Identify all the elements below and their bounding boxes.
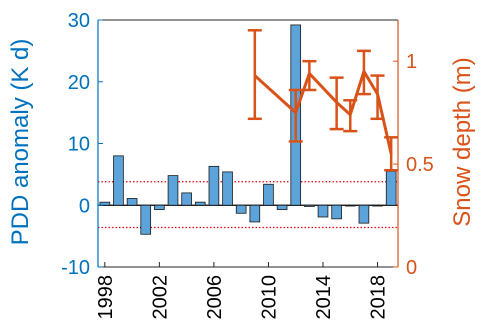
- bar-2000: [126, 198, 138, 206]
- tick-label-left-0: -10: [61, 257, 90, 279]
- bar-2007: [222, 171, 233, 206]
- bar-2018: [372, 204, 383, 207]
- plot-area: -10 0 10 20 30 0 0.5 1 1998 2002 2006 2010 2014 2018: [61, 10, 434, 320]
- tick-label-x-5: 2018: [368, 275, 390, 320]
- tick-label-x-4: 2014: [313, 275, 335, 320]
- bar-2014: [317, 204, 329, 218]
- tick-label-left-3: 20: [68, 72, 90, 94]
- tick-label-x-0: 1998: [95, 275, 117, 320]
- bar-2017: [358, 204, 370, 224]
- tick-label-right-1: 0.5: [406, 154, 434, 176]
- tick-label-x-3: 2010: [258, 275, 280, 320]
- tick-label-x-1: 2002: [149, 275, 171, 320]
- bar-2005: [194, 201, 206, 206]
- y-axis-label-left: PDD anomaly (K d): [7, 39, 34, 246]
- bar-2019: [385, 170, 397, 206]
- tick-label-right-0: 0: [406, 257, 417, 279]
- bar-2006: [208, 165, 220, 206]
- bar-1999: [113, 155, 124, 206]
- tick-label-right-2: 1: [406, 51, 417, 73]
- tick-label-left-2: 10: [68, 134, 90, 156]
- tick-label-x-2: 2006: [204, 275, 226, 320]
- bar-2003: [167, 175, 179, 206]
- bar-2004: [181, 192, 192, 206]
- bar-2016: [344, 204, 356, 207]
- bar-2009: [249, 204, 261, 223]
- tick-label-left-1: 0: [79, 195, 90, 217]
- bar-2002: [154, 204, 165, 210]
- bar-2013: [304, 204, 315, 207]
- bar-2011: [276, 204, 288, 210]
- bar-2001: [140, 204, 152, 235]
- bar-2008: [235, 204, 247, 214]
- bar-2015: [331, 204, 342, 220]
- snow-depth-line: [253, 69, 393, 155]
- tick-label-left-4: 30: [68, 10, 90, 32]
- y-axis-label-right: Snow depth (m): [449, 57, 476, 226]
- bar-1998: [99, 201, 111, 206]
- bar-2010: [263, 183, 274, 206]
